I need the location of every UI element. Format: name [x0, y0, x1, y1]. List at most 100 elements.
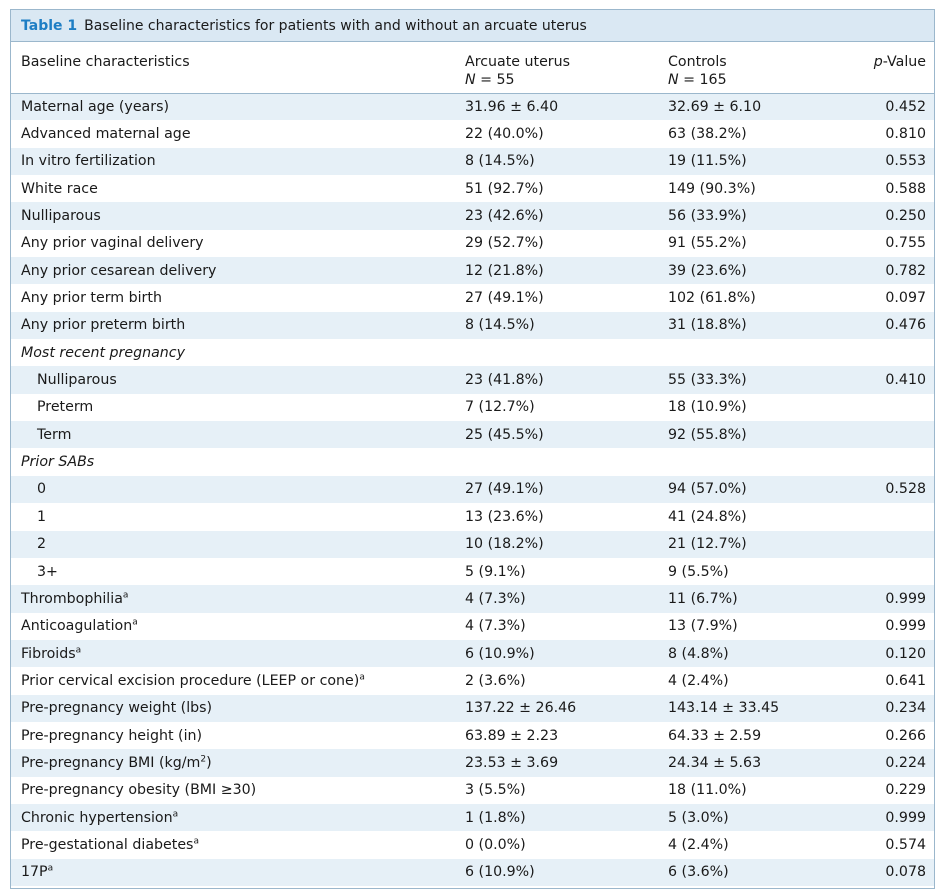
table-row: Any prior term birth 27 (49.1%) 102 (61.8%…	[11, 284, 934, 311]
row-p-value	[854, 558, 934, 585]
row-label: 2	[11, 530, 455, 558]
row-p-value: 0.999	[854, 585, 934, 613]
row-controls-value: 41 (24.8%)	[668, 508, 747, 525]
row-label: Term	[11, 421, 455, 449]
row-label: Prior cervical excision procedure (LEEP …	[21, 672, 365, 689]
table-row: 2 10 (18.2%) 21 (12.7%)	[11, 530, 934, 558]
row-label: Any prior term birth	[21, 290, 162, 307]
row-arcuate-value	[455, 448, 658, 475]
row-arcuate-value: 12 (21.8%)	[455, 257, 658, 285]
footnote-marker: a	[75, 644, 82, 655]
header-controls-n: N = 165	[668, 72, 727, 88]
row-controls-value: 13 (7.9%)	[668, 618, 738, 635]
row-arcuate-value: 25 (45.5%)	[455, 421, 658, 449]
row-controls-value: 8 (4.8%)	[658, 639, 854, 668]
row-arcuate-value: 51 (92.7%)	[465, 180, 544, 197]
row-label: Chronic hypertensiona	[11, 803, 455, 832]
footnote-marker: 2	[200, 754, 207, 765]
row-controls-value: 149 (90.3%)	[668, 180, 756, 197]
header-controls: Controls N = 165	[658, 42, 854, 94]
table-row: Any prior preterm birth 8 (14.5%) 31 (18.8…	[11, 311, 934, 340]
row-arcuate-value	[455, 339, 658, 366]
row-p-value: 0.120	[854, 639, 934, 668]
row-controls-value: 21 (12.7%)	[658, 530, 854, 558]
row-p-value: 0.250	[854, 202, 934, 230]
row-label: Pre-pregnancy BMI (kg/m2)	[11, 749, 455, 777]
row-label: Preterm	[37, 399, 94, 416]
table-row: Prior cervical excision procedure (LEEP …	[11, 667, 934, 694]
row-label: Pre-pregnancy weight (lbs)	[11, 694, 455, 722]
row-arcuate-value: 1 (1.8%)	[455, 803, 658, 832]
footnote-marker: a	[172, 808, 179, 819]
row-p-value: 0.476	[854, 311, 934, 340]
table-row: Prior SABs	[11, 448, 934, 475]
row-label: Fibroidsa	[11, 639, 455, 668]
row-arcuate-value: 13 (23.6%)	[465, 508, 544, 525]
row-p-value	[854, 394, 934, 421]
row-arcuate-value: 2 (3.6%)	[465, 672, 526, 689]
row-label: Most recent pregnancy	[21, 344, 185, 361]
row-controls-value: 4 (2.4%)	[668, 836, 729, 853]
row-p-value	[854, 421, 934, 449]
row-p-value: 0.452	[854, 93, 934, 121]
row-controls-value: 11 (6.7%)	[658, 585, 854, 613]
row-p-value	[854, 503, 934, 530]
row-controls-value	[658, 448, 854, 475]
row-label: In vitro fertilization	[11, 147, 455, 176]
row-controls-value: 143.14 ± 33.45	[658, 694, 854, 722]
row-label: White race	[21, 180, 98, 197]
footnote-marker: a	[47, 863, 54, 874]
row-controls-value: 18 (10.9%)	[668, 399, 747, 416]
row-arcuate-value: 5 (9.1%)	[465, 563, 526, 580]
table-body: Maternal age (years) 31.96 ± 6.40 32.69 ± …	[11, 93, 934, 886]
row-p-value: 0.224	[854, 749, 934, 777]
table-row: Pre-pregnancy BMI (kg/m2) 23.53 ± 3.69 24.…	[11, 749, 934, 777]
row-p-value: 0.810	[885, 126, 926, 143]
row-arcuate-value: 6 (10.9%)	[455, 639, 658, 668]
row-controls-value: 19 (11.5%)	[658, 147, 854, 176]
row-arcuate-value: 22 (40.0%)	[465, 126, 544, 143]
row-p-value: 0.553	[854, 147, 934, 176]
table-caption-label: Table 1	[21, 17, 78, 34]
row-arcuate-value: 0 (0.0%)	[465, 836, 526, 853]
table-row: In vitro fertilization 8 (14.5%) 19 (11.5%…	[11, 147, 934, 176]
footnote-marker: a	[359, 672, 365, 683]
row-arcuate-value: 3 (5.5%)	[465, 782, 526, 799]
table-header-row: Baseline characteristics Arcuate uterus …	[11, 42, 934, 94]
row-p-value: 0.641	[885, 672, 926, 689]
table-caption-text: Baseline characteristics for patients wi…	[84, 17, 587, 34]
row-arcuate-value: 8 (14.5%)	[455, 147, 658, 176]
row-label: Pre-pregnancy height (in)	[21, 727, 203, 744]
table-row: Pre-pregnancy height (in) 63.89 ± 2.23 64.…	[11, 722, 934, 749]
row-arcuate-value: 4 (7.3%)	[455, 585, 658, 613]
row-label: Any prior preterm birth	[11, 311, 455, 340]
row-p-value: 0.999	[854, 803, 934, 832]
row-controls-value: 102 (61.8%)	[668, 290, 756, 307]
row-label: Nulliparous	[11, 202, 455, 230]
row-label: Nulliparous	[11, 366, 455, 394]
row-controls-value: 64.33 ± 2.59	[668, 727, 762, 744]
row-arcuate-value: 6 (10.9%)	[455, 858, 658, 886]
row-arcuate-value: 23 (41.8%)	[455, 366, 658, 394]
row-controls-value: 24.34 ± 5.63	[658, 749, 854, 777]
table-row: Maternal age (years) 31.96 ± 6.40 32.69 ± …	[11, 93, 934, 121]
table-row: Preterm 7 (12.7%) 18 (10.9%)	[11, 394, 934, 421]
row-label: Prior SABs	[21, 454, 95, 471]
table-row: 3+ 5 (9.1%) 9 (5.5%)	[11, 558, 934, 585]
table-row: Fibroidsa 6 (10.9%) 8 (4.8%) 0.120	[11, 639, 934, 668]
row-label: 17Pa	[11, 858, 455, 886]
row-p-value: 0.999	[885, 618, 926, 635]
row-arcuate-value: 8 (14.5%)	[455, 311, 658, 340]
header-baseline-characteristics: Baseline characteristics	[11, 42, 455, 94]
row-p-value: 0.782	[854, 257, 934, 285]
header-arcuate-n: N = 55	[465, 72, 515, 88]
row-label: Maternal age (years)	[11, 93, 455, 121]
row-label: Any prior vaginal delivery	[21, 235, 204, 252]
table-row: Nulliparous 23 (42.6%) 56 (33.9%) 0.250	[11, 202, 934, 230]
table-frame: Table 1 Baseline characteristics for pat…	[10, 9, 935, 889]
table-row: Anticoagulationa 4 (7.3%) 13 (7.9%) 0.999	[11, 613, 934, 640]
row-label: Anticoagulationa	[21, 617, 138, 635]
row-arcuate-value: 27 (49.1%)	[455, 475, 658, 504]
row-controls-value: 56 (33.9%)	[658, 202, 854, 230]
row-p-value: 0.078	[854, 858, 934, 886]
